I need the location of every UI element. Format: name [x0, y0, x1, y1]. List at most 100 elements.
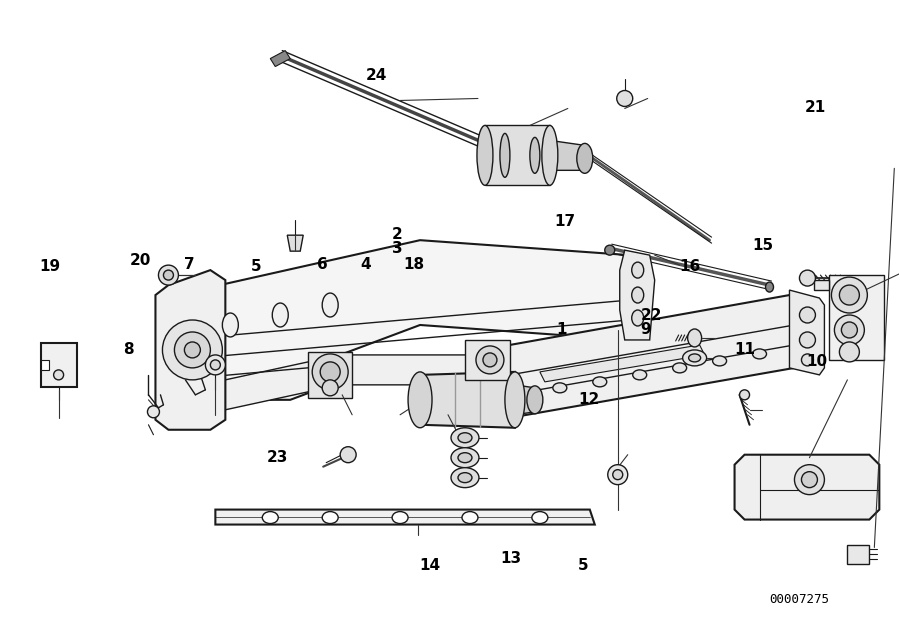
- Ellipse shape: [164, 270, 174, 280]
- Text: 4: 4: [360, 257, 371, 272]
- Text: 21: 21: [805, 100, 826, 115]
- Polygon shape: [420, 372, 515, 428]
- Ellipse shape: [713, 356, 726, 366]
- Ellipse shape: [688, 329, 702, 347]
- Text: 13: 13: [500, 551, 522, 566]
- Polygon shape: [540, 345, 705, 382]
- Ellipse shape: [54, 370, 64, 380]
- Ellipse shape: [483, 353, 497, 367]
- Ellipse shape: [408, 372, 432, 428]
- Polygon shape: [465, 340, 510, 380]
- Ellipse shape: [840, 342, 860, 362]
- Text: 5: 5: [250, 259, 261, 274]
- Text: 14: 14: [419, 557, 441, 573]
- Ellipse shape: [632, 262, 644, 278]
- Text: 24: 24: [365, 68, 387, 83]
- Ellipse shape: [682, 350, 707, 366]
- Polygon shape: [734, 455, 879, 520]
- Ellipse shape: [632, 310, 644, 326]
- Ellipse shape: [633, 370, 647, 380]
- Ellipse shape: [476, 346, 504, 374]
- Text: 19: 19: [40, 259, 60, 274]
- Ellipse shape: [162, 320, 222, 380]
- Polygon shape: [287, 235, 303, 251]
- Ellipse shape: [458, 473, 472, 483]
- Polygon shape: [515, 385, 535, 415]
- Ellipse shape: [392, 512, 408, 524]
- Text: 23: 23: [266, 450, 288, 464]
- Ellipse shape: [184, 342, 201, 358]
- Ellipse shape: [593, 377, 607, 387]
- Text: 5: 5: [578, 557, 589, 573]
- Ellipse shape: [834, 315, 864, 345]
- Ellipse shape: [802, 354, 814, 366]
- Ellipse shape: [766, 282, 773, 292]
- Text: 16: 16: [680, 259, 700, 274]
- Ellipse shape: [262, 512, 278, 524]
- Polygon shape: [485, 125, 550, 185]
- Polygon shape: [848, 545, 869, 564]
- Ellipse shape: [530, 138, 540, 173]
- Ellipse shape: [451, 448, 479, 468]
- Ellipse shape: [542, 125, 558, 185]
- Text: 00007275: 00007275: [770, 593, 830, 606]
- Text: 7: 7: [184, 257, 194, 272]
- Ellipse shape: [458, 433, 472, 443]
- Ellipse shape: [688, 354, 700, 362]
- Ellipse shape: [158, 265, 178, 285]
- Ellipse shape: [832, 277, 868, 313]
- Polygon shape: [166, 240, 640, 400]
- Text: 11: 11: [734, 341, 755, 357]
- Ellipse shape: [799, 270, 815, 286]
- Text: 1: 1: [556, 322, 566, 338]
- Text: 22: 22: [641, 308, 662, 323]
- Ellipse shape: [532, 512, 548, 524]
- Polygon shape: [789, 290, 824, 375]
- Ellipse shape: [842, 322, 858, 338]
- Ellipse shape: [322, 512, 338, 524]
- Text: 18: 18: [403, 257, 425, 272]
- Ellipse shape: [322, 380, 338, 396]
- Ellipse shape: [616, 90, 633, 106]
- Ellipse shape: [672, 363, 687, 373]
- Ellipse shape: [451, 428, 479, 448]
- Ellipse shape: [577, 143, 593, 173]
- Polygon shape: [500, 295, 799, 418]
- Ellipse shape: [740, 390, 750, 400]
- Text: 15: 15: [752, 238, 773, 253]
- Polygon shape: [156, 270, 225, 430]
- Ellipse shape: [605, 245, 615, 255]
- Polygon shape: [40, 343, 76, 387]
- Polygon shape: [40, 360, 49, 370]
- Polygon shape: [308, 352, 352, 398]
- Text: 6: 6: [317, 257, 328, 272]
- Text: 17: 17: [554, 215, 576, 229]
- Ellipse shape: [322, 293, 338, 317]
- Ellipse shape: [505, 372, 525, 428]
- Text: 3: 3: [392, 241, 402, 256]
- Text: 20: 20: [130, 252, 150, 268]
- Ellipse shape: [799, 307, 815, 323]
- Ellipse shape: [799, 332, 815, 348]
- Text: 2: 2: [392, 227, 402, 242]
- Ellipse shape: [462, 512, 478, 524]
- Polygon shape: [225, 355, 650, 410]
- Ellipse shape: [273, 303, 288, 327]
- Ellipse shape: [205, 355, 225, 375]
- Polygon shape: [814, 280, 830, 290]
- Ellipse shape: [340, 447, 356, 462]
- Ellipse shape: [608, 464, 627, 485]
- Ellipse shape: [500, 133, 510, 177]
- Ellipse shape: [211, 360, 220, 370]
- Polygon shape: [830, 275, 885, 360]
- Ellipse shape: [632, 287, 644, 303]
- Text: 12: 12: [579, 392, 600, 407]
- Ellipse shape: [840, 285, 860, 305]
- Ellipse shape: [320, 362, 340, 382]
- Ellipse shape: [752, 349, 767, 359]
- Ellipse shape: [148, 406, 159, 418]
- Text: 10: 10: [806, 354, 827, 369]
- Text: 9: 9: [641, 322, 651, 338]
- Polygon shape: [550, 140, 585, 170]
- Polygon shape: [215, 510, 595, 524]
